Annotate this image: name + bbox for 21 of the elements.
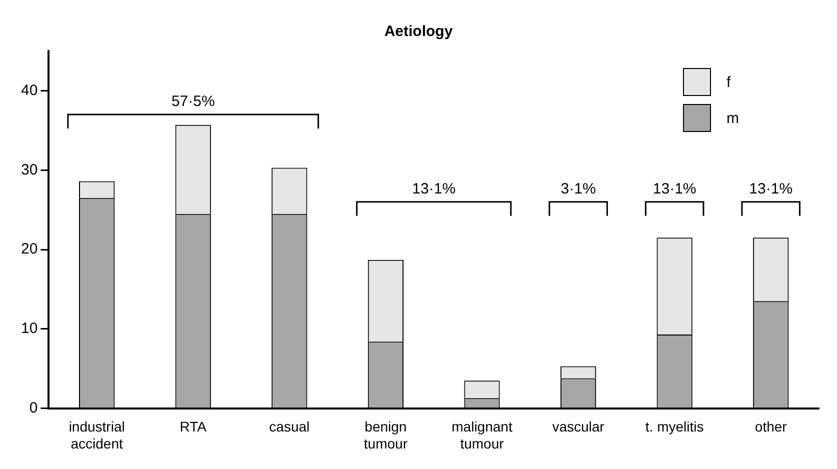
x-tick-label: other [754,418,788,435]
y-tick-label: 30 [20,161,38,178]
x-tick-label: RTA [180,418,208,435]
annotation: 13·1% [412,180,456,198]
legend-label: m [726,110,739,126]
annotation: 13·1% [652,180,696,198]
x-tick-label: t. myelitis [645,418,704,435]
annotation: 57·5% [171,93,215,110]
x-tick-label: vascular [552,418,605,435]
x-tick-label: malignant tumour [452,418,512,452]
y-tick-label: 20 [20,240,38,258]
legend-label: f [726,74,731,90]
annotation: 13·1% [749,180,793,198]
annotation: 3·1% [560,180,596,198]
x-tick-label: casual [269,418,310,435]
y-tick-label: 40 [20,82,38,99]
chart-title: Aetiology [384,23,454,40]
y-tick-label: 0 [29,400,38,417]
x-tick-label: benign tumour [364,418,408,452]
y-tick-label: 10 [20,320,38,338]
x-tick-label: industrial accident [68,418,125,452]
